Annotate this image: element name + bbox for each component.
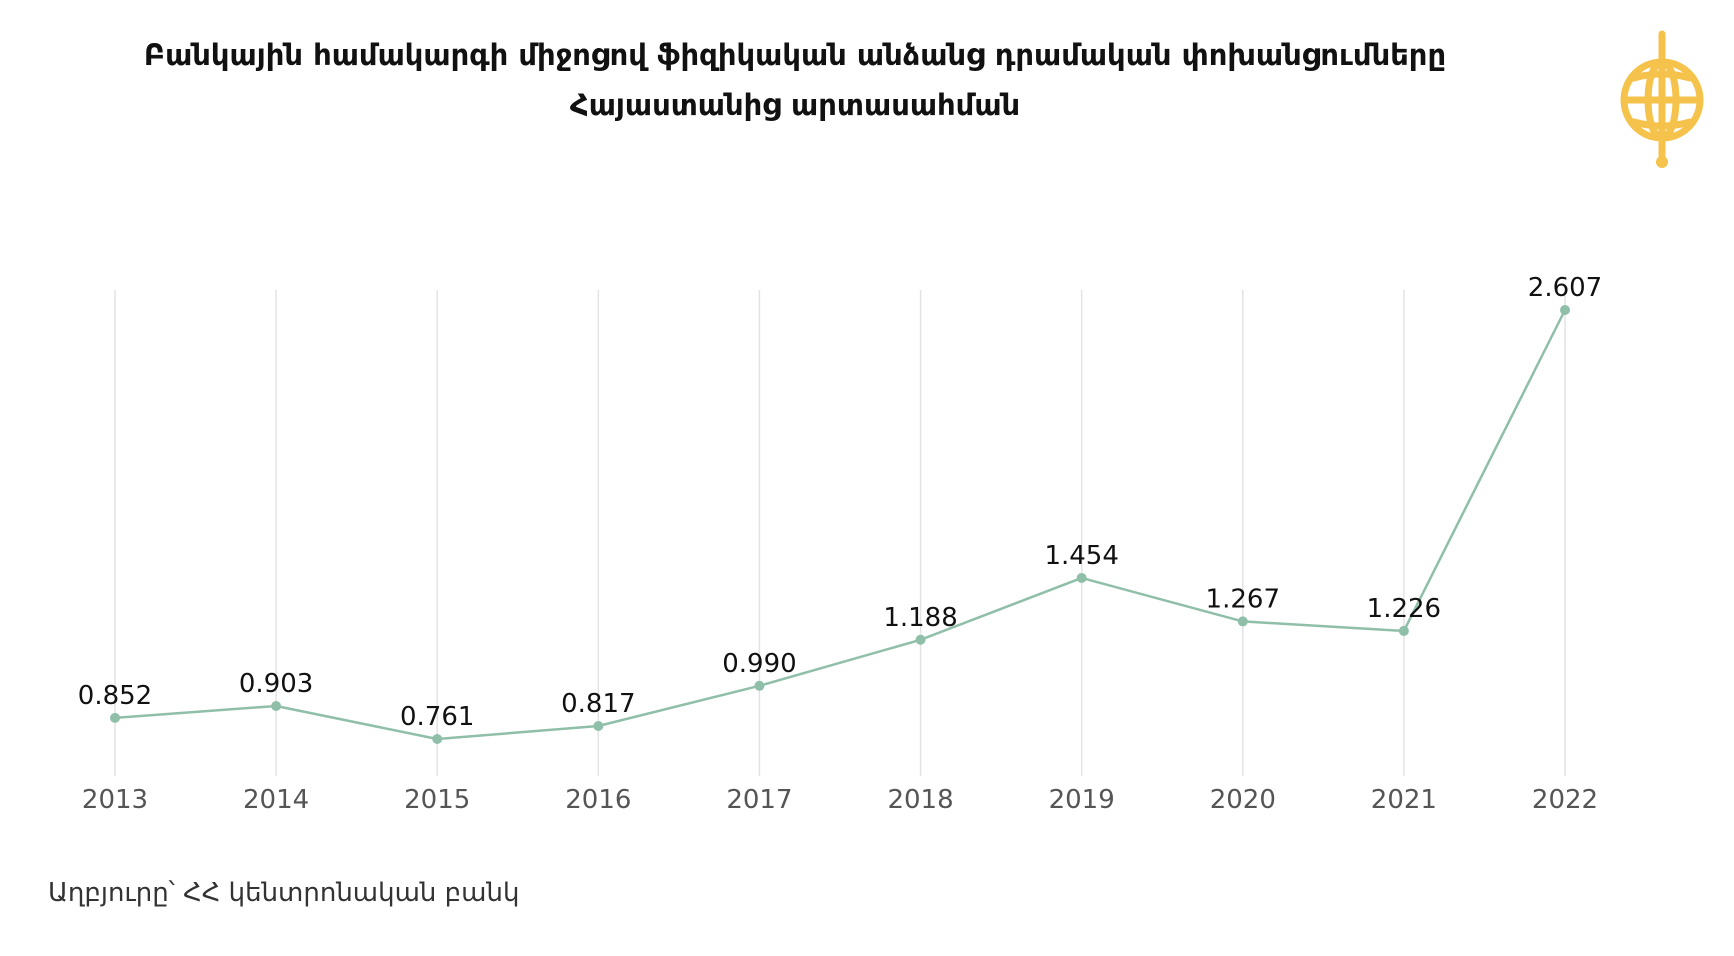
data-point-2013[interactable] [110,712,120,723]
x-tick-label: 2013 [82,785,148,815]
data-point-2022[interactable] [1560,305,1570,315]
data-point-2015[interactable] [432,734,443,744]
chart-title: Բանկային համակարգի միջոցով ֆիզիկական անձ… [0,30,1590,130]
data-label-2014: 0.903 [239,669,313,699]
x-tick-label: 2021 [1371,785,1437,815]
data-label-2022: 2.607 [1528,273,1602,303]
data-label-2016: 0.817 [561,689,635,719]
data-point-2017[interactable] [754,680,765,691]
x-tick-label: 2022 [1532,785,1598,815]
x-tick-label: 2019 [1049,785,1115,815]
data-point-2014[interactable] [271,701,282,711]
chart-title-line-2: Հայաստանից արտասահման [569,88,1021,122]
data-label-2017: 0.990 [722,649,796,679]
data-label-2019: 1.454 [1044,541,1118,571]
data-label-2015: 0.761 [400,702,474,732]
data-point-2018[interactable] [915,634,926,645]
x-tick-label: 2014 [243,785,309,815]
x-tick-label: 2017 [726,785,792,815]
data-label-2018: 1.188 [883,603,957,633]
x-tick-label: 2020 [1210,785,1276,815]
data-label-2020: 1.267 [1206,584,1280,614]
x-tick-label: 2015 [404,785,470,815]
data-point-2020[interactable] [1237,616,1248,627]
series-line [114,309,1567,741]
data-point-2021[interactable] [1398,625,1409,636]
globe-logo-icon [1612,30,1712,190]
x-tick-label: 2018 [887,785,953,815]
data-label-2021: 1.226 [1367,594,1441,624]
data-point-2016[interactable] [593,720,604,731]
chart-title-line-1: Բանկային համակարգի միջոցով ֆիզիկական անձ… [143,38,1447,72]
data-point-2019[interactable] [1076,572,1087,583]
data-label-2013: 0.852 [78,681,152,711]
x-tick-label: 2016 [565,785,631,815]
source-note: Աղբյուրը՝ ՀՀ կենտրոնական բանկ [48,878,520,908]
